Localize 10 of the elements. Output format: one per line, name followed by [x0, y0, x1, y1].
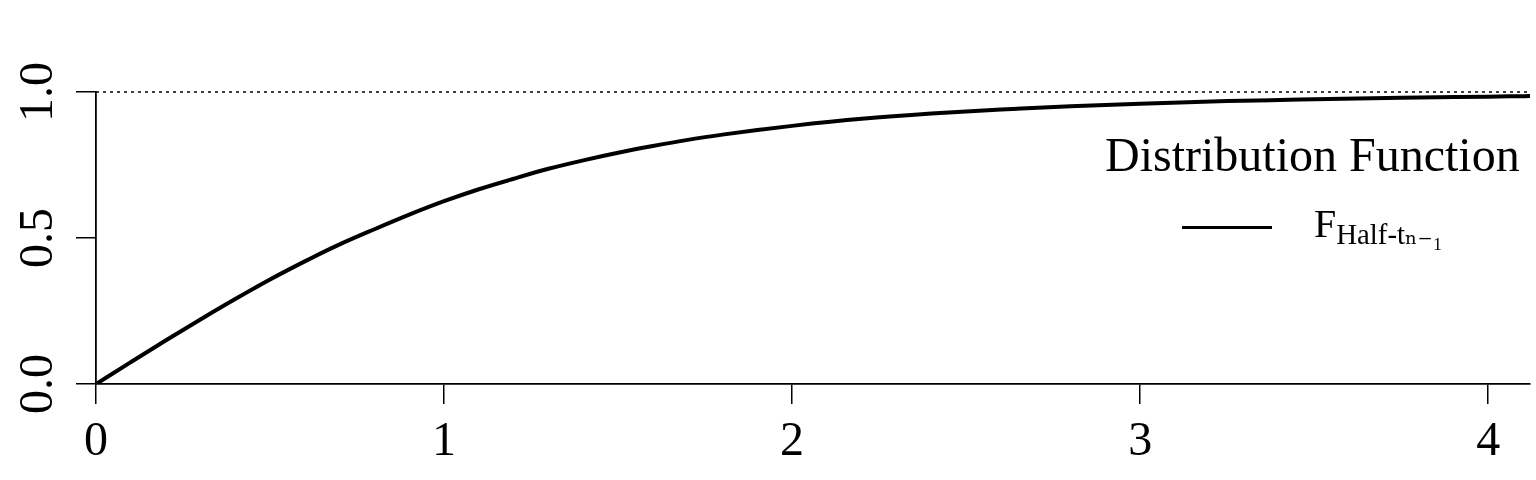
x-tick-label: 3 — [1128, 412, 1153, 466]
x-tick-label: 2 — [780, 412, 805, 466]
x-tick-label: 1 — [432, 412, 457, 466]
x-tick-label: 4 — [1476, 412, 1501, 466]
legend-title: Distribution Function — [1105, 128, 1520, 181]
x-tick-label: 0 — [84, 412, 108, 466]
legend-label: F$_{Half-tₙ₋₁}$ — [1313, 201, 1443, 251]
y-tick-label: 1.0 — [9, 62, 62, 122]
y-tick-label: 0.5 — [9, 208, 62, 268]
y-tick-label: 0.0 — [9, 354, 62, 414]
